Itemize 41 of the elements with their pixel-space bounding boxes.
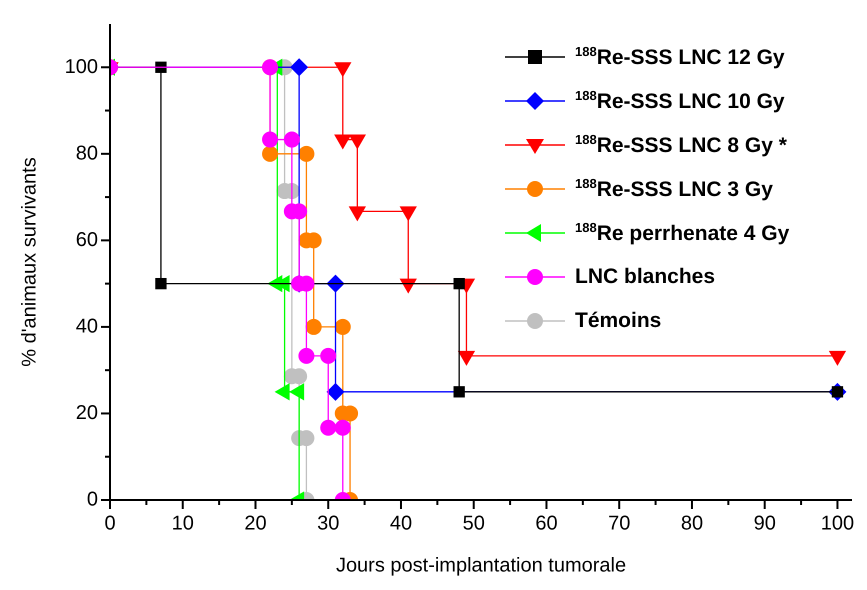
legend-label: $^{188}$Re-SSS LNC 10 Gy	[575, 88, 785, 114]
x-tick-label: 40	[390, 512, 412, 535]
point	[320, 420, 336, 436]
point	[298, 348, 314, 364]
y-tick-label: 20	[76, 402, 98, 424]
point	[155, 278, 167, 290]
y-tick-label: 80	[76, 142, 98, 164]
point	[454, 278, 465, 290]
x-tick-label: 80	[680, 512, 704, 535]
x-tick-label: 20	[244, 512, 267, 535]
point	[454, 386, 465, 398]
x-tick-label: 60	[535, 512, 558, 535]
legend-label: $^{188}$Re-SSS LNC 12 Gy	[575, 44, 785, 70]
point	[262, 146, 278, 162]
point	[284, 132, 300, 148]
legend-label: LNC blanches	[575, 265, 716, 289]
x-tick-label: 10	[172, 512, 194, 535]
x-tick-label: 90	[754, 512, 776, 535]
x-tick-label: 30	[317, 512, 340, 535]
x-tick-label: 70	[608, 512, 630, 535]
point	[262, 132, 278, 148]
point	[334, 420, 351, 436]
point	[298, 146, 314, 162]
point	[320, 348, 336, 364]
legend-label: Témoins	[575, 309, 662, 333]
y-tick-label: 40	[76, 315, 98, 338]
x-tick-label: 0	[104, 512, 116, 535]
point	[326, 382, 345, 401]
legend-label: $^{188}$Re-SSS LNC 3 Gy	[575, 176, 773, 202]
y-axis-title: % d'animaux survivants	[18, 157, 41, 367]
point	[306, 318, 322, 335]
x-axis-title: Jours post-implantation tumorale	[336, 554, 626, 577]
point	[290, 58, 308, 76]
x-tick-label: 100	[820, 512, 854, 535]
point	[334, 318, 351, 335]
legend-label: $^{188}$Re-SSS LNC 8 Gy *	[575, 132, 787, 158]
y-tick-label: 60	[76, 228, 98, 251]
legend-label: $^{188}$Re perrhenate 4 Gy	[575, 220, 790, 246]
x-tick-label: 50	[462, 512, 485, 535]
y-tick-label: 100	[64, 56, 98, 78]
y-tick-label: 0	[86, 488, 98, 511]
